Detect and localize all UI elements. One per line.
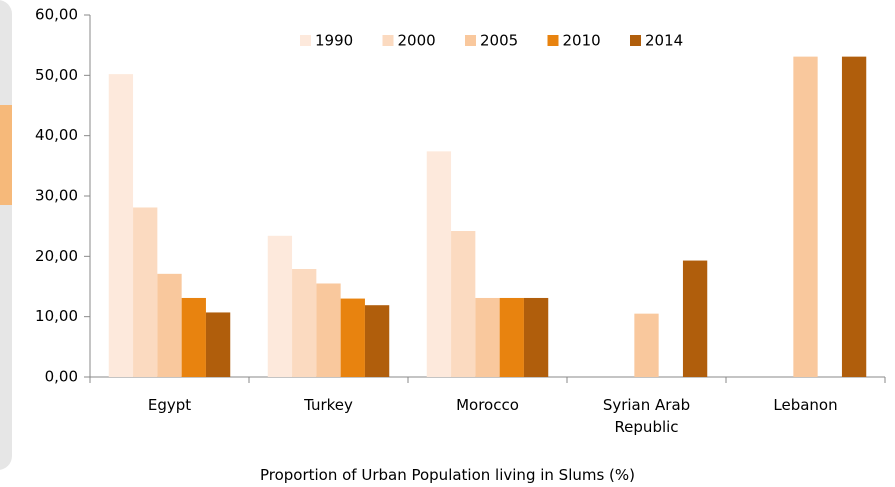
x-tick-label: Syrian Arab Republic bbox=[602, 396, 691, 436]
bar bbox=[682, 260, 708, 377]
bar bbox=[108, 74, 134, 378]
legend-label: 1990 bbox=[315, 32, 353, 50]
legend-label: 2000 bbox=[398, 32, 436, 50]
bar bbox=[426, 151, 452, 377]
y-tick-label: 20,00 bbox=[35, 247, 78, 265]
decor bbox=[0, 105, 12, 205]
bar bbox=[205, 312, 231, 377]
legend-swatch bbox=[300, 35, 311, 46]
x-tick-label: Lebanon bbox=[773, 396, 838, 414]
bar bbox=[634, 313, 659, 377]
y-tick-label: 30,00 bbox=[35, 187, 78, 205]
x-tick-label: Morocco bbox=[456, 396, 519, 414]
bar bbox=[451, 230, 476, 377]
y-tick-label: 60,00 bbox=[35, 6, 78, 24]
x-tick-label: Turkey bbox=[304, 396, 353, 414]
legend-swatch bbox=[547, 35, 559, 46]
legend-swatch bbox=[465, 35, 476, 46]
x-tick-label: Egypt bbox=[147, 396, 192, 414]
bar bbox=[157, 273, 182, 377]
bar bbox=[523, 297, 549, 377]
legend-label: 2010 bbox=[563, 32, 601, 50]
bar bbox=[292, 269, 317, 377]
y-tick-label: 0,00 bbox=[45, 368, 78, 386]
y-tick-label: 40,00 bbox=[35, 126, 78, 144]
bar bbox=[475, 297, 500, 377]
bar bbox=[316, 283, 341, 377]
bar bbox=[181, 297, 206, 377]
x-axis-title: Proportion of Urban Population living in… bbox=[259, 466, 636, 484]
legend-label: 2014 bbox=[645, 32, 683, 50]
legend-swatch bbox=[630, 35, 641, 46]
bar bbox=[364, 305, 390, 377]
decor bbox=[0, 0, 12, 470]
y-tick-label: 50,00 bbox=[35, 66, 78, 84]
bar bbox=[841, 56, 867, 377]
legend-label: 2005 bbox=[480, 32, 518, 50]
y-tick-label: 10,00 bbox=[35, 307, 78, 325]
bar bbox=[133, 207, 158, 377]
bar bbox=[267, 235, 293, 377]
legend-swatch bbox=[382, 35, 394, 46]
bar bbox=[499, 297, 524, 377]
bar bbox=[340, 298, 365, 377]
bar bbox=[793, 56, 818, 377]
